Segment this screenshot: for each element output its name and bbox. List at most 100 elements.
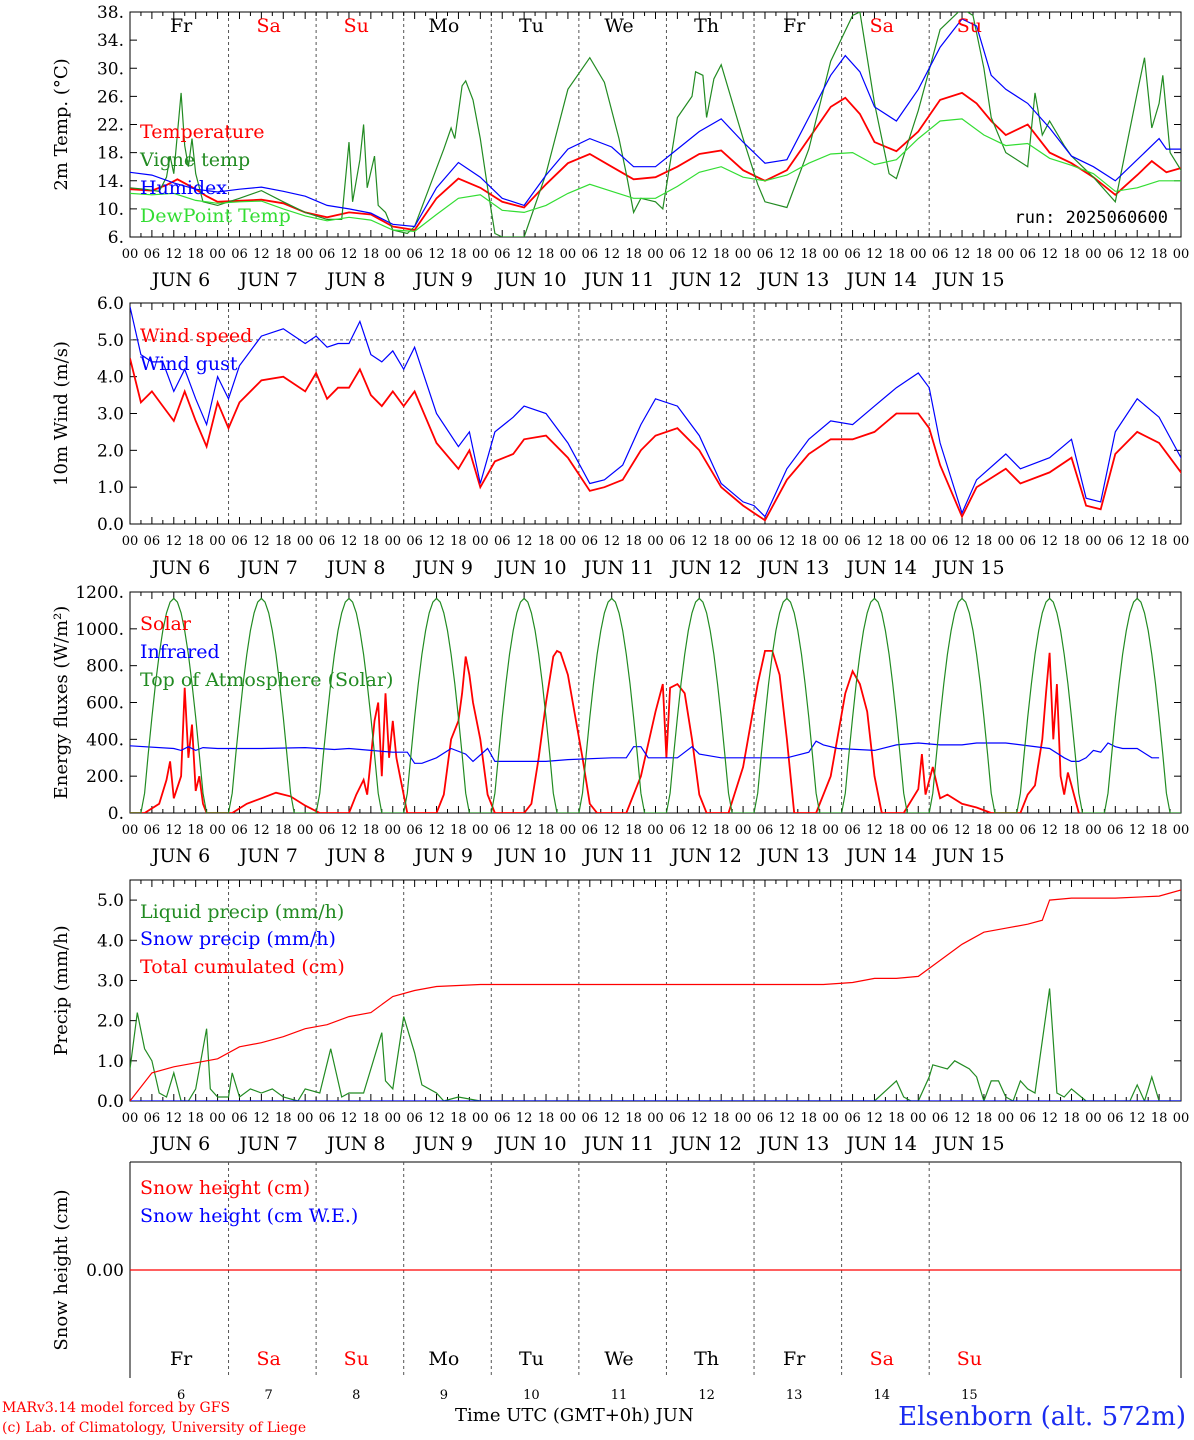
series-line-dewpoint-temp xyxy=(130,118,1181,233)
hour-tick-label: 06 xyxy=(757,534,774,549)
lab-credit: (c) Lab. of Climatology, University of L… xyxy=(2,1420,307,1436)
hour-tick-label: 18 xyxy=(275,1111,292,1126)
hour-tick-label: 18 xyxy=(625,1111,642,1126)
date-label: JUN 8 xyxy=(325,1133,385,1155)
hour-tick-label: 00 xyxy=(297,247,314,262)
y-axis-label: 2m Temp. (°C) xyxy=(51,58,72,190)
y-tick-label: 18. xyxy=(97,144,124,164)
hour-tick-label: 18 xyxy=(363,247,380,262)
hour-tick-label: 12 xyxy=(691,247,708,262)
y-tick-label: 0.00 xyxy=(86,1261,124,1281)
y-tick-label: 0. xyxy=(108,804,124,824)
hour-tick-label: 18 xyxy=(187,823,204,838)
hour-tick-label: 06 xyxy=(144,247,161,262)
hour-tick-label: 00 xyxy=(209,247,226,262)
day-label: Su xyxy=(344,1348,369,1370)
date-label: JUN 15 xyxy=(932,1133,1004,1155)
hour-tick-label: 06 xyxy=(494,1111,511,1126)
series-line-vigne-temp xyxy=(130,12,1181,237)
day-label: Sa xyxy=(870,1348,894,1370)
panel-1: 00 06 12 18 00 06 12 18 00 06 12 18 00 06 12 18 00 06 12 18… xyxy=(51,3,1189,291)
hour-tick-label: 12 xyxy=(428,534,445,549)
y-tick-label: 30. xyxy=(97,59,124,79)
hour-tick-label: 12 xyxy=(516,247,533,262)
hour-tick-label: 12 xyxy=(1041,1111,1058,1126)
hour-tick-label: 18 xyxy=(450,247,467,262)
hour-tick-label: 18 xyxy=(625,247,642,262)
hour-tick-label: 06 xyxy=(406,247,423,262)
legend-entry: Temperature xyxy=(140,121,264,143)
date-label: JUN 11 xyxy=(582,557,654,579)
hour-tick-label: 00 xyxy=(472,823,489,838)
hour-tick-label: 12 xyxy=(253,247,270,262)
hour-tick-label: 12 xyxy=(1129,534,1146,549)
hour-tick-label: 12 xyxy=(428,823,445,838)
series-line-top-of-atmosphere-solar- xyxy=(130,597,1181,813)
bottom-date-label: 14 xyxy=(873,1388,890,1403)
hour-tick-label: 06 xyxy=(1019,823,1036,838)
day-label: Sa xyxy=(870,15,894,37)
hour-tick-label: 12 xyxy=(341,247,358,262)
hour-tick-label: 06 xyxy=(1107,534,1124,549)
hour-tick-label: 06 xyxy=(669,1111,686,1126)
hour-tick-label: 06 xyxy=(494,247,511,262)
date-label: JUN 9 xyxy=(413,1133,473,1155)
hour-tick-label: 00 xyxy=(735,247,752,262)
date-label: JUN 10 xyxy=(494,1133,566,1155)
hour-tick-label: 00 xyxy=(384,1111,401,1126)
hour-tick-label: 18 xyxy=(888,1111,905,1126)
hour-tick-label: 00 xyxy=(1173,1111,1190,1126)
hour-tick-label: 12 xyxy=(253,1111,270,1126)
hour-tick-label: 12 xyxy=(1041,823,1058,838)
date-label: JUN 8 xyxy=(325,269,385,291)
hour-tick-label: 12 xyxy=(691,534,708,549)
hour-tick-label: 18 xyxy=(713,534,730,549)
day-label: Sa xyxy=(257,15,281,37)
hour-tick-label: 12 xyxy=(428,247,445,262)
date-label: JUN 15 xyxy=(932,557,1004,579)
y-tick-label: 34. xyxy=(97,31,124,51)
y-tick-label: 4.0 xyxy=(97,931,124,951)
y-tick-label: 1.0 xyxy=(97,1052,124,1072)
hour-tick-label: 12 xyxy=(253,823,270,838)
bottom-date-label: 6 xyxy=(177,1388,185,1403)
hour-tick-label: 06 xyxy=(406,823,423,838)
day-label: Th xyxy=(694,15,719,37)
panel-3: 00 06 12 18 00 06 12 18 00 06 12 18 00 06 12 18 00 06 12 18… xyxy=(51,583,1189,867)
hour-tick-label: 00 xyxy=(647,823,664,838)
day-label: Su xyxy=(344,15,369,37)
y-tick-label: 5.0 xyxy=(97,331,124,351)
y-axis-label: Precip (mm/h) xyxy=(51,925,72,1055)
hour-tick-label: 00 xyxy=(1085,534,1102,549)
panel-frame xyxy=(129,591,1182,814)
panel-frame xyxy=(129,302,1182,525)
hour-tick-label: 00 xyxy=(822,247,839,262)
hour-tick-label: 12 xyxy=(1129,247,1146,262)
date-label: JUN 13 xyxy=(757,557,829,579)
hour-tick-label: 06 xyxy=(494,823,511,838)
legend-entry: Top of Atmosphere (Solar) xyxy=(140,669,393,691)
date-label: JUN 14 xyxy=(845,845,917,867)
hour-tick-label: 18 xyxy=(713,823,730,838)
hour-tick-label: 18 xyxy=(538,1111,555,1126)
hour-tick-label: 18 xyxy=(1063,823,1080,838)
date-label: JUN 7 xyxy=(237,845,297,867)
hour-tick-label: 00 xyxy=(1085,823,1102,838)
hour-tick-label: 06 xyxy=(932,534,949,549)
hour-tick-label: 12 xyxy=(341,1111,358,1126)
hour-tick-label: 00 xyxy=(297,823,314,838)
date-label: JUN 14 xyxy=(845,1133,917,1155)
date-label: JUN 9 xyxy=(413,557,473,579)
y-tick-label: 200. xyxy=(86,767,124,787)
hour-tick-label: 06 xyxy=(319,1111,336,1126)
hour-tick-label: 00 xyxy=(998,1111,1015,1126)
hour-tick-label: 06 xyxy=(932,823,949,838)
hour-tick-label: 00 xyxy=(472,1111,489,1126)
hour-tick-label: 06 xyxy=(231,823,248,838)
day-label: Mo xyxy=(428,15,459,37)
y-tick-label: 26. xyxy=(97,87,124,107)
panel-4: 00 06 12 18 00 06 12 18 00 06 12 18 00 06 12 18 00 06 12 18… xyxy=(51,879,1190,1155)
hour-tick-label: 12 xyxy=(516,823,533,838)
hour-tick-label: 18 xyxy=(538,823,555,838)
hour-tick-label: 12 xyxy=(603,1111,620,1126)
